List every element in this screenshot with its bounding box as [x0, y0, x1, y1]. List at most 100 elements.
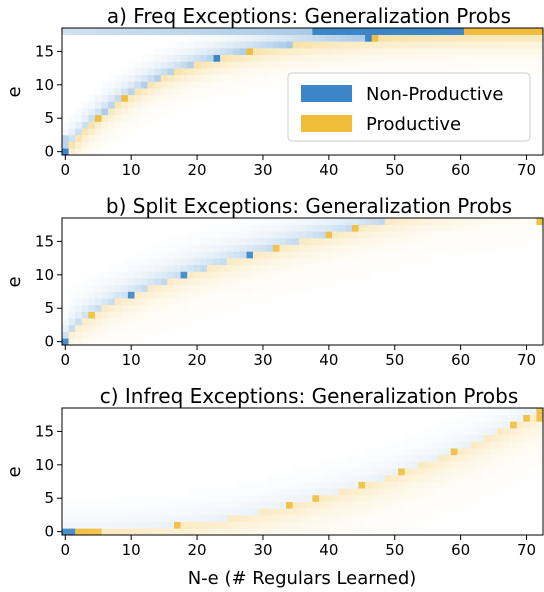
heatmap-cell [81, 284, 89, 292]
x-tick-label: 10 [122, 351, 141, 369]
heatmap-cell [305, 218, 313, 225]
heatmap-cell [351, 481, 359, 489]
heatmap-cell [180, 81, 188, 89]
heatmap-cell [154, 94, 162, 102]
heatmap-cell [345, 461, 353, 469]
heatmap-cell [510, 408, 517, 415]
heatmap-cell [134, 298, 142, 306]
heatmap-cell [75, 284, 83, 292]
heatmap-cell [127, 514, 135, 522]
heatmap-cell [490, 238, 498, 246]
heatmap-cell [200, 508, 208, 516]
heatmap-cell [279, 68, 287, 76]
heatmap-cell [503, 428, 511, 436]
heatmap-cell [88, 514, 96, 522]
heatmap-cell [101, 134, 109, 142]
heatmap-cell [292, 244, 300, 252]
heatmap-cell [253, 528, 260, 536]
heatmap-cell [187, 88, 195, 96]
heatmap-cell [272, 34, 280, 42]
heatmap-cell [81, 521, 89, 529]
heatmap-cell [174, 68, 181, 76]
heatmap-cell [259, 238, 267, 246]
heatmap-cell [305, 48, 313, 56]
heatmap-cell [299, 501, 307, 509]
heatmap-cell [430, 34, 438, 42]
heatmap-cell [312, 48, 320, 56]
heatmap-cell [213, 521, 221, 529]
heatmap-cell [523, 48, 531, 56]
heatmap-cell [121, 81, 129, 89]
heatmap-cell [174, 284, 181, 292]
heatmap-cell [483, 454, 491, 462]
heatmap-cell [259, 494, 267, 502]
heatmap-cell [523, 461, 531, 469]
heatmap-cell [430, 54, 438, 62]
heatmap-cell [490, 61, 498, 69]
heatmap-cell [233, 488, 241, 496]
heatmap-cell [529, 54, 537, 62]
heatmap-cell [437, 251, 445, 259]
heatmap-cell [358, 521, 366, 529]
heatmap-cell [259, 284, 267, 292]
heatmap-cell [147, 514, 155, 522]
heatmap-cell [187, 528, 195, 536]
heatmap-cell [81, 508, 89, 516]
heatmap-cell [88, 304, 96, 312]
heatmap-cell [470, 414, 478, 422]
heatmap-cell [463, 48, 471, 56]
heatmap-cell [450, 441, 458, 449]
heatmap-cell [141, 81, 148, 89]
heatmap-cell [470, 468, 478, 476]
x-tick-label: 30 [253, 541, 272, 559]
heatmap-cell [220, 521, 228, 529]
heatmap-cell [233, 88, 241, 96]
heatmap-cell [503, 434, 511, 442]
heatmap-cell [213, 311, 221, 319]
heatmap-cell [200, 284, 208, 292]
heatmap-cell [332, 238, 340, 246]
heatmap-cell [444, 454, 452, 462]
heatmap-cell [378, 231, 386, 239]
heatmap-cell [81, 318, 89, 326]
heatmap-cell [483, 428, 491, 436]
heatmap-cell [180, 61, 188, 69]
heatmap-cell [200, 94, 208, 102]
heatmap-cell [233, 258, 241, 266]
heatmap-cell [292, 258, 300, 266]
y-tick-label: 10 [35, 456, 54, 474]
heatmap-cell [292, 68, 300, 76]
heatmap-cell [68, 311, 76, 319]
y-tick-label: 10 [35, 266, 54, 284]
heatmap-cell [371, 224, 379, 232]
heatmap-cell [411, 218, 419, 225]
heatmap-cell [68, 114, 76, 122]
heatmap-cell [114, 94, 122, 102]
heatmap-cell [226, 54, 234, 62]
heatmap-cell [180, 528, 188, 536]
heatmap-cell [536, 434, 544, 442]
heatmap-cell [450, 28, 458, 35]
heatmap-cell [108, 108, 116, 116]
heatmap-cell [365, 244, 372, 252]
heatmap-cell [358, 41, 366, 49]
heatmap-cell [193, 278, 201, 286]
heatmap-cell [398, 258, 405, 266]
heatmap-cell [206, 304, 214, 312]
heatmap-cell [318, 481, 326, 489]
heatmap-cell [187, 494, 195, 502]
heatmap-cell [253, 34, 260, 42]
heatmap-cell [246, 41, 254, 49]
heatmap-cell [75, 331, 83, 339]
heatmap-cell [75, 114, 83, 122]
heatmap-cell [167, 298, 175, 306]
heatmap-cell [272, 48, 280, 56]
heatmap-cell [206, 88, 214, 96]
heatmap-cell [345, 68, 353, 76]
heatmap-cell [424, 434, 432, 442]
heatmap-cell [174, 238, 181, 246]
heatmap-cell [114, 28, 122, 35]
heatmap-cell [68, 338, 76, 346]
heatmap-cell [75, 311, 83, 319]
heatmap-cell [226, 494, 234, 502]
